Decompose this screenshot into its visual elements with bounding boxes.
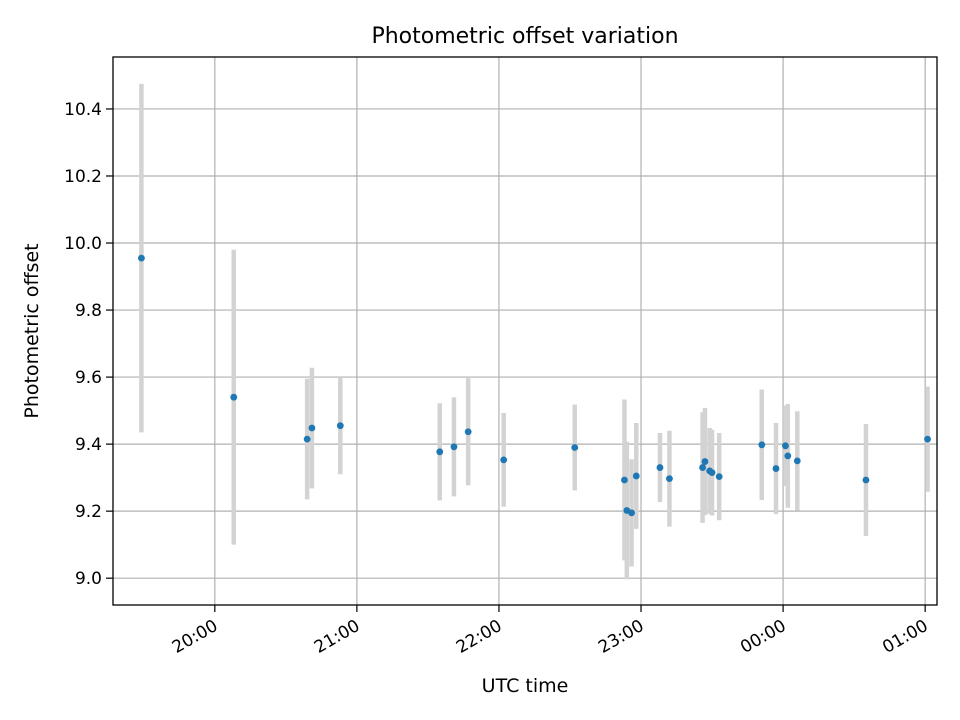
x-tick-label: 22:00 bbox=[453, 616, 505, 658]
data-point bbox=[699, 464, 706, 471]
y-axis-ticks: 9.0 9.2 9.4 9.6 9.8 10.0 10.2 10.4 bbox=[64, 100, 113, 589]
y-axis-label: Photometric offset bbox=[21, 243, 43, 418]
x-axis-label: UTC time bbox=[482, 675, 569, 697]
plot-area-frame bbox=[112, 56, 938, 606]
data-point bbox=[666, 475, 673, 483]
data-point bbox=[758, 441, 766, 449]
data-point bbox=[715, 473, 723, 481]
y-tick-label: 9.2 bbox=[75, 502, 102, 522]
data-point bbox=[230, 393, 238, 401]
y-tick-label: 9.8 bbox=[75, 301, 102, 321]
x-axis-ticks: 20:00 21:00 22:00 23:00 00:00 01:00 bbox=[169, 605, 932, 658]
data-point bbox=[924, 435, 931, 443]
y-tick-label: 9.6 bbox=[75, 368, 102, 388]
chart-title: Photometric offset variation bbox=[371, 24, 678, 49]
data-point bbox=[621, 476, 628, 484]
y-tick-label: 10.4 bbox=[64, 100, 102, 120]
data-points bbox=[138, 254, 931, 517]
data-point bbox=[793, 457, 801, 465]
data-point bbox=[784, 452, 792, 460]
data-point bbox=[308, 424, 316, 432]
y-tick-label: 10.0 bbox=[64, 234, 102, 254]
x-tick-label: 01:00 bbox=[879, 616, 931, 658]
data-point bbox=[772, 465, 780, 472]
y-tick-label: 10.2 bbox=[64, 167, 102, 187]
data-point bbox=[632, 472, 640, 480]
data-point bbox=[862, 476, 870, 484]
data-point bbox=[782, 442, 789, 450]
data-point bbox=[450, 443, 458, 451]
error-bars bbox=[139, 83, 930, 580]
y-tick-label: 9.4 bbox=[75, 435, 102, 455]
data-point bbox=[138, 254, 145, 262]
x-tick-label: 00:00 bbox=[737, 616, 789, 658]
data-point bbox=[436, 448, 444, 456]
data-point bbox=[571, 444, 579, 451]
data-point bbox=[336, 422, 344, 430]
data-point bbox=[701, 458, 709, 465]
x-tick-label: 23:00 bbox=[595, 616, 647, 658]
data-point bbox=[464, 428, 472, 436]
data-point bbox=[628, 509, 635, 517]
y-tick-label: 9.0 bbox=[75, 569, 102, 589]
grid-lines bbox=[113, 57, 937, 605]
x-tick-label: 21:00 bbox=[311, 616, 363, 658]
data-point bbox=[500, 456, 508, 464]
data-point bbox=[656, 464, 664, 471]
x-tick-label: 20:00 bbox=[169, 616, 221, 658]
data-point bbox=[303, 435, 311, 443]
data-point bbox=[708, 469, 716, 477]
